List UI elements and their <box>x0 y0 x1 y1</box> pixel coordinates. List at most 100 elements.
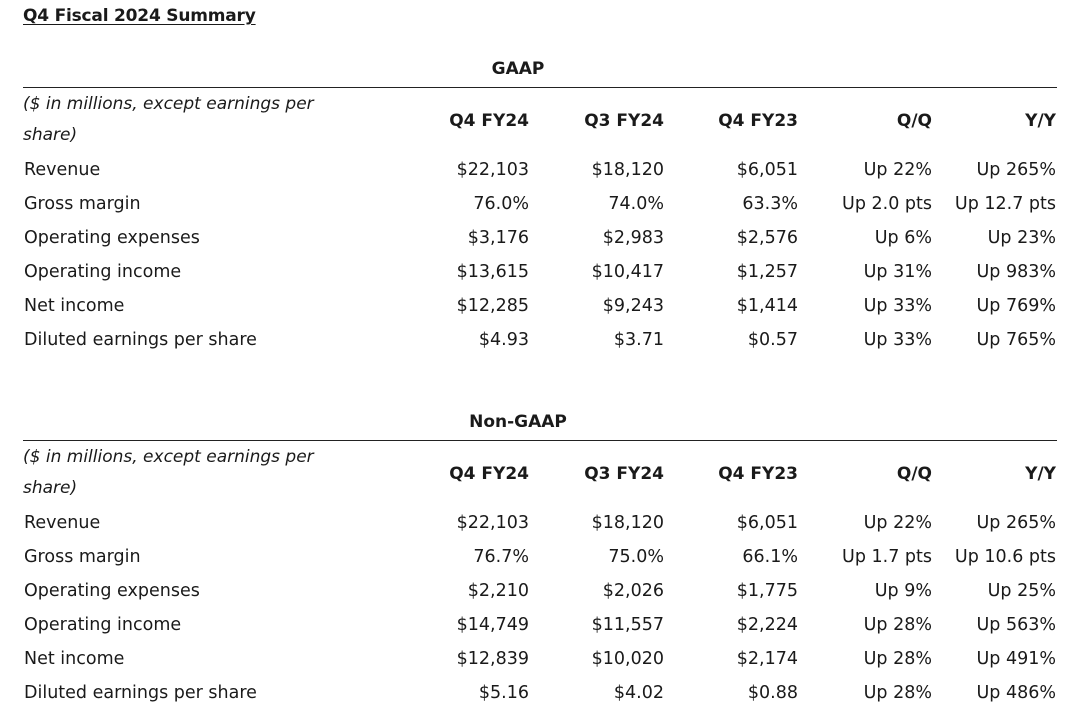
table-row: Net income $12,839 $10,020 $2,174 Up 28%… <box>23 643 1057 677</box>
column-header-q3fy24: Q3 FY24 <box>584 111 664 131</box>
cell-q3fy24: $4.02 <box>613 683 664 703</box>
cell-yy: Up 23% <box>987 228 1056 248</box>
cell-q3fy24: $11,557 <box>591 615 664 635</box>
section-heading: Non-GAAP <box>23 411 1057 441</box>
cell-yy: Up 265% <box>976 160 1056 180</box>
table-row: Gross margin 76.0% 74.0% 63.3% Up 2.0 pt… <box>23 188 1057 222</box>
section-heading-label: GAAP <box>491 59 545 79</box>
table-row: Operating income $14,749 $11,557 $2,224 … <box>23 609 1057 643</box>
cell-q4fy24: $13,615 <box>456 262 529 282</box>
cell-qq: Up 33% <box>863 296 932 316</box>
cell-q4fy24: 76.7% <box>473 547 529 567</box>
table-header-row: ($ in millions, except earnings per shar… <box>23 89 1057 152</box>
column-header-q4fy24: Q4 FY24 <box>449 111 529 131</box>
table-row: Operating income $13,615 $10,417 $1,257 … <box>23 256 1057 290</box>
row-label: Operating income <box>24 615 182 635</box>
cell-yy: Up 563% <box>976 615 1056 635</box>
unit-label: ($ in millions, except earnings per shar… <box>23 94 314 145</box>
row-label: Operating expenses <box>24 228 200 248</box>
unit-label: ($ in millions, except earnings per shar… <box>23 447 314 498</box>
cell-q4fy24: $2,210 <box>467 581 529 601</box>
cell-q4fy23: $6,051 <box>736 513 798 533</box>
cell-qq: Up 28% <box>863 649 932 669</box>
table-header-row: ($ in millions, except earnings per shar… <box>23 442 1057 505</box>
column-header-qq: Q/Q <box>896 111 932 131</box>
cell-qq: Up 28% <box>863 615 932 635</box>
column-header-q4fy23: Q4 FY23 <box>718 111 798 131</box>
cell-yy: Up 265% <box>976 513 1056 533</box>
table-body: Revenue $22,103 $18,120 $6,051 Up 22% Up… <box>23 154 1057 358</box>
section-heading: GAAP <box>23 58 1057 88</box>
cell-q4fy23: $0.88 <box>747 683 798 703</box>
cell-qq: Up 28% <box>863 683 932 703</box>
cell-q4fy24: $4.93 <box>478 330 529 350</box>
cell-yy: Up 491% <box>976 649 1056 669</box>
cell-yy: Up 10.6 pts <box>954 547 1056 567</box>
column-header-q4fy24: Q4 FY24 <box>449 464 529 484</box>
cell-q3fy24: $10,020 <box>591 649 664 669</box>
row-label: Net income <box>24 649 125 669</box>
cell-q3fy24: 75.0% <box>608 547 664 567</box>
cell-yy: Up 769% <box>976 296 1056 316</box>
row-label: Diluted earnings per share <box>24 683 257 703</box>
row-label: Gross margin <box>24 194 141 214</box>
cell-q4fy23: $0.57 <box>747 330 798 350</box>
cell-q4fy23: 66.1% <box>742 547 798 567</box>
row-label: Revenue <box>24 513 101 533</box>
cell-yy: Up 765% <box>976 330 1056 350</box>
cell-q4fy23: $1,414 <box>736 296 798 316</box>
cell-q4fy23: 63.3% <box>742 194 798 214</box>
column-header-qq: Q/Q <box>896 464 932 484</box>
cell-q4fy23: $2,224 <box>736 615 798 635</box>
cell-yy: Up 983% <box>976 262 1056 282</box>
table-row: Revenue $22,103 $18,120 $6,051 Up 22% Up… <box>23 154 1057 188</box>
row-label: Gross margin <box>24 547 141 567</box>
table-row: Diluted earnings per share $4.93 $3.71 $… <box>23 324 1057 358</box>
table-row: Gross margin 76.7% 75.0% 66.1% Up 1.7 pt… <box>23 541 1057 575</box>
page-title: Q4 Fiscal 2024 Summary <box>23 6 256 26</box>
cell-qq: Up 1.7 pts <box>842 547 932 567</box>
cell-q4fy24: $12,285 <box>456 296 529 316</box>
cell-q4fy23: $6,051 <box>736 160 798 180</box>
cell-q4fy24: $22,103 <box>456 513 529 533</box>
cell-q4fy24: $5.16 <box>478 683 529 703</box>
table-row: Net income $12,285 $9,243 $1,414 Up 33% … <box>23 290 1057 324</box>
cell-qq: Up 2.0 pts <box>842 194 932 214</box>
cell-q3fy24: $3.71 <box>613 330 664 350</box>
cell-q3fy24: $10,417 <box>591 262 664 282</box>
column-header-yy: Y/Y <box>1025 464 1056 484</box>
cell-q4fy24: $3,176 <box>467 228 529 248</box>
table-body: Revenue $22,103 $18,120 $6,051 Up 22% Up… <box>23 507 1057 711</box>
cell-yy: Up 486% <box>976 683 1056 703</box>
cell-q3fy24: $2,983 <box>602 228 664 248</box>
cell-qq: Up 22% <box>863 160 932 180</box>
cell-q4fy24: $22,103 <box>456 160 529 180</box>
cell-qq: Up 33% <box>863 330 932 350</box>
row-label: Operating expenses <box>24 581 200 601</box>
cell-q3fy24: 74.0% <box>608 194 664 214</box>
table-row: Operating expenses $2,210 $2,026 $1,775 … <box>23 575 1057 609</box>
cell-q3fy24: $9,243 <box>602 296 664 316</box>
column-header-q3fy24: Q3 FY24 <box>584 464 664 484</box>
row-label: Operating income <box>24 262 182 282</box>
cell-qq: Up 6% <box>874 228 932 248</box>
cell-q3fy24: $2,026 <box>602 581 664 601</box>
table-row: Diluted earnings per share $5.16 $4.02 $… <box>23 677 1057 711</box>
row-label: Revenue <box>24 160 101 180</box>
table-row: Revenue $22,103 $18,120 $6,051 Up 22% Up… <box>23 507 1057 541</box>
cell-q4fy23: $1,257 <box>736 262 798 282</box>
cell-qq: Up 9% <box>874 581 932 601</box>
cell-q3fy24: $18,120 <box>591 513 664 533</box>
row-label: Diluted earnings per share <box>24 330 257 350</box>
row-label: Net income <box>24 296 125 316</box>
column-header-yy: Y/Y <box>1025 111 1056 131</box>
section-heading-label: Non-GAAP <box>469 412 567 432</box>
cell-q4fy23: $2,174 <box>736 649 798 669</box>
cell-q4fy23: $1,775 <box>736 581 798 601</box>
cell-q4fy23: $2,576 <box>736 228 798 248</box>
cell-q4fy24: $12,839 <box>456 649 529 669</box>
column-header-q4fy23: Q4 FY23 <box>718 464 798 484</box>
table-row: Operating expenses $3,176 $2,983 $2,576 … <box>23 222 1057 256</box>
cell-q3fy24: $18,120 <box>591 160 664 180</box>
cell-yy: Up 12.7 pts <box>954 194 1056 214</box>
